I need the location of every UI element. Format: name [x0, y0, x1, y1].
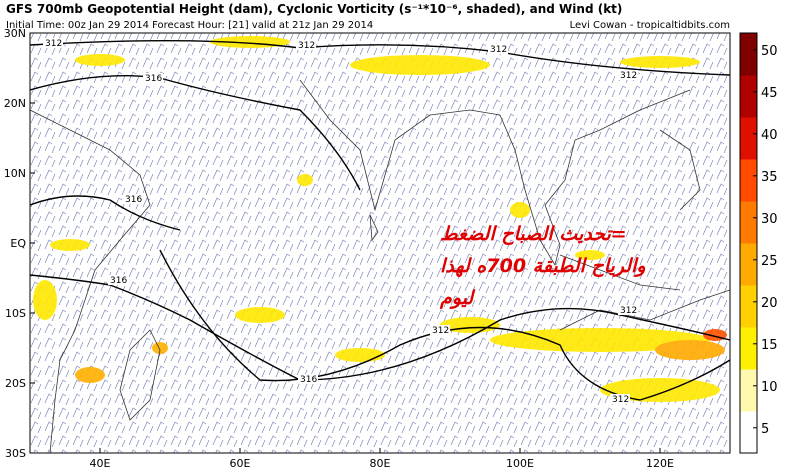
contour-label: 312: [620, 71, 637, 81]
colorbar-segment: [740, 117, 757, 160]
contour-label: 316: [110, 276, 127, 286]
lon-tick-label: 100E: [506, 457, 534, 470]
lon-tick-label: 40E: [90, 457, 111, 470]
contour-label-bg: [430, 325, 450, 335]
colorbar-tick-label: 30: [761, 212, 778, 227]
colorbar-tick-label: 10: [761, 380, 778, 395]
colorbar-frame: [739, 32, 758, 454]
contour-label: 312: [432, 326, 449, 336]
contour-label-bg: [108, 275, 128, 285]
contour-label-bg: [43, 38, 63, 48]
lat-tick-label: EQ: [10, 237, 26, 250]
lat-tick-label: 20S: [5, 377, 26, 390]
contour-label: 312: [620, 306, 637, 316]
annotation: =تحديث الصباح الضغط والرياح الطبقة 700ه …: [439, 223, 646, 309]
contour-label-bg: [296, 40, 316, 50]
map-area: 312 312 316 312 316 316 312 316 312 312 312 =تحديث…: [30, 33, 730, 453]
contour-label: 316: [125, 195, 142, 205]
colorbar-tick-label: 45: [761, 86, 778, 101]
lon-tick-label: 60E: [230, 457, 251, 470]
colorbar-segment: [740, 411, 757, 454]
credit: Levi Cowan - tropicaltidbits.com: [570, 20, 730, 31]
contour-labels: 312 312 316 312 316 316 312 316 312 312 312: [43, 38, 638, 405]
lat-tick-label: 30N: [4, 27, 26, 40]
contour-label: 316: [300, 375, 317, 385]
colorbar-tick-label: 25: [761, 254, 778, 269]
title: GFS 700mb Geopotential Height (dam), Cyc…: [6, 2, 622, 16]
colorbar-segment: [740, 75, 757, 118]
subtitle: Initial Time: 00z Jan 29 2014 Forecast H…: [6, 20, 373, 31]
lat-tick-label: 10N: [4, 167, 26, 180]
colorbar-tick-label: 50: [761, 44, 778, 59]
colorbar-segment: [740, 201, 757, 244]
annotation-line: والرياح الطبقة 700ه لهذا: [440, 255, 646, 277]
contour-label-bg: [298, 374, 318, 384]
contour-label: 312: [298, 41, 315, 51]
colorbar-segment: [740, 33, 757, 76]
lat-tick-label: 10S: [5, 307, 26, 320]
colorbar-tick-label: 20: [761, 296, 778, 311]
contour-label-bg: [123, 194, 143, 204]
annotation-line: ليوم: [439, 287, 476, 309]
lon-tick-label: 120E: [646, 457, 674, 470]
contour-label: 312: [612, 395, 629, 405]
colorbar-segment: [740, 159, 757, 202]
colorbar-tick-label: 5: [761, 422, 769, 437]
contour-label-bg: [610, 394, 630, 404]
annotation-line: =تحديث الصباح الضغط: [440, 223, 627, 245]
colorbar-tick-label: 15: [761, 338, 778, 353]
colorbar-segment: [740, 285, 757, 328]
contour-label-bg: [143, 73, 163, 83]
vorticity-shading: [33, 36, 727, 402]
lat-tick-label: 20N: [4, 97, 26, 110]
colorbar-segment: [740, 327, 757, 370]
colorbar-tick-label: 35: [761, 170, 778, 185]
colorbar: 5 10 15 20 25 30 35 40 45 50: [739, 32, 778, 454]
colorbar-segment: [740, 243, 757, 286]
lat-tick-label: 30S: [5, 447, 26, 460]
contour-label-bg: [618, 70, 638, 80]
contour-label-bg: [618, 305, 638, 315]
lon-tick-label: 80E: [370, 457, 391, 470]
coastlines: [30, 79, 730, 453]
contour-label: 312: [45, 39, 62, 49]
colorbar-tick-label: 40: [761, 128, 778, 143]
contour-label-bg: [488, 44, 508, 54]
contour-label: 316: [145, 74, 162, 84]
contour-label: 312: [490, 45, 507, 55]
colorbar-segment: [740, 369, 757, 412]
